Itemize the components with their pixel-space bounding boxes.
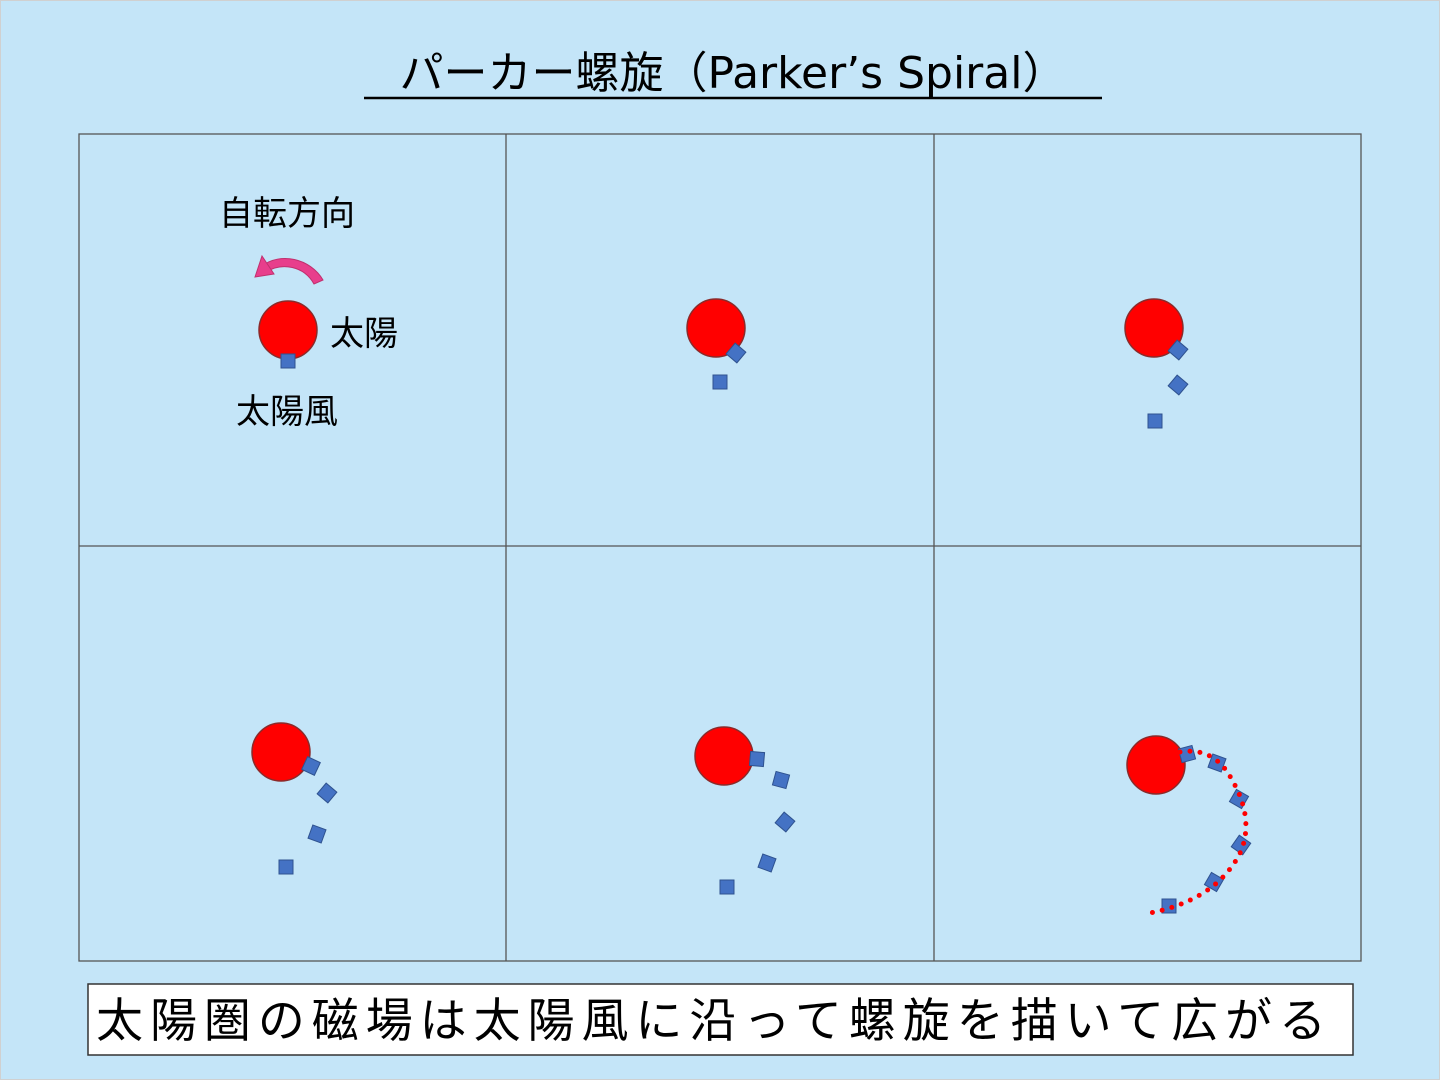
solar-wind-particle	[725, 342, 747, 364]
solar-wind-particle	[280, 353, 296, 369]
sun	[694, 726, 754, 786]
solar-wind-particle	[1147, 413, 1163, 429]
solar-wind-particle	[1167, 374, 1189, 396]
sun	[1124, 298, 1184, 358]
solar-wind-label: 太陽風	[236, 392, 338, 432]
panel-grid	[78, 133, 1362, 962]
rotation-direction-label: 自転方向	[219, 194, 355, 234]
solar-wind-particle	[748, 750, 766, 768]
sun	[251, 722, 311, 782]
solar-wind-particle	[1230, 834, 1252, 856]
caption-box	[87, 983, 1354, 1056]
panel-6	[1126, 735, 1252, 916]
caption-text: 太陽圏の磁場は太陽風に沿って螺旋を描いて広がる	[96, 994, 1326, 1049]
solar-wind-particle	[771, 770, 791, 790]
sun-label: 太陽	[330, 314, 398, 354]
sun	[258, 300, 318, 360]
panel-2	[686, 298, 747, 390]
slide-title: パーカー螺旋（Parker’s Spiral）	[400, 48, 1067, 99]
solar-wind-particle	[316, 782, 338, 804]
panel-5	[694, 726, 796, 895]
solar-wind-particle	[712, 374, 728, 390]
panel-3	[1124, 298, 1189, 429]
magnetic-field-line	[1147, 748, 1249, 916]
solar-wind-particle	[301, 756, 321, 776]
panel-1: 自転方向 太陽 太陽風	[219, 194, 398, 432]
sun	[686, 298, 746, 358]
solar-wind-particle	[307, 824, 327, 844]
solar-wind-particle	[1167, 339, 1189, 361]
solar-wind-particle	[278, 859, 294, 875]
sun	[1126, 735, 1186, 795]
solar-wind-particle	[719, 879, 735, 895]
panel-4	[251, 722, 338, 875]
solar-wind-particle	[757, 853, 777, 873]
solar-wind-particle	[774, 811, 796, 833]
rotation-arrow-icon	[254, 254, 324, 285]
